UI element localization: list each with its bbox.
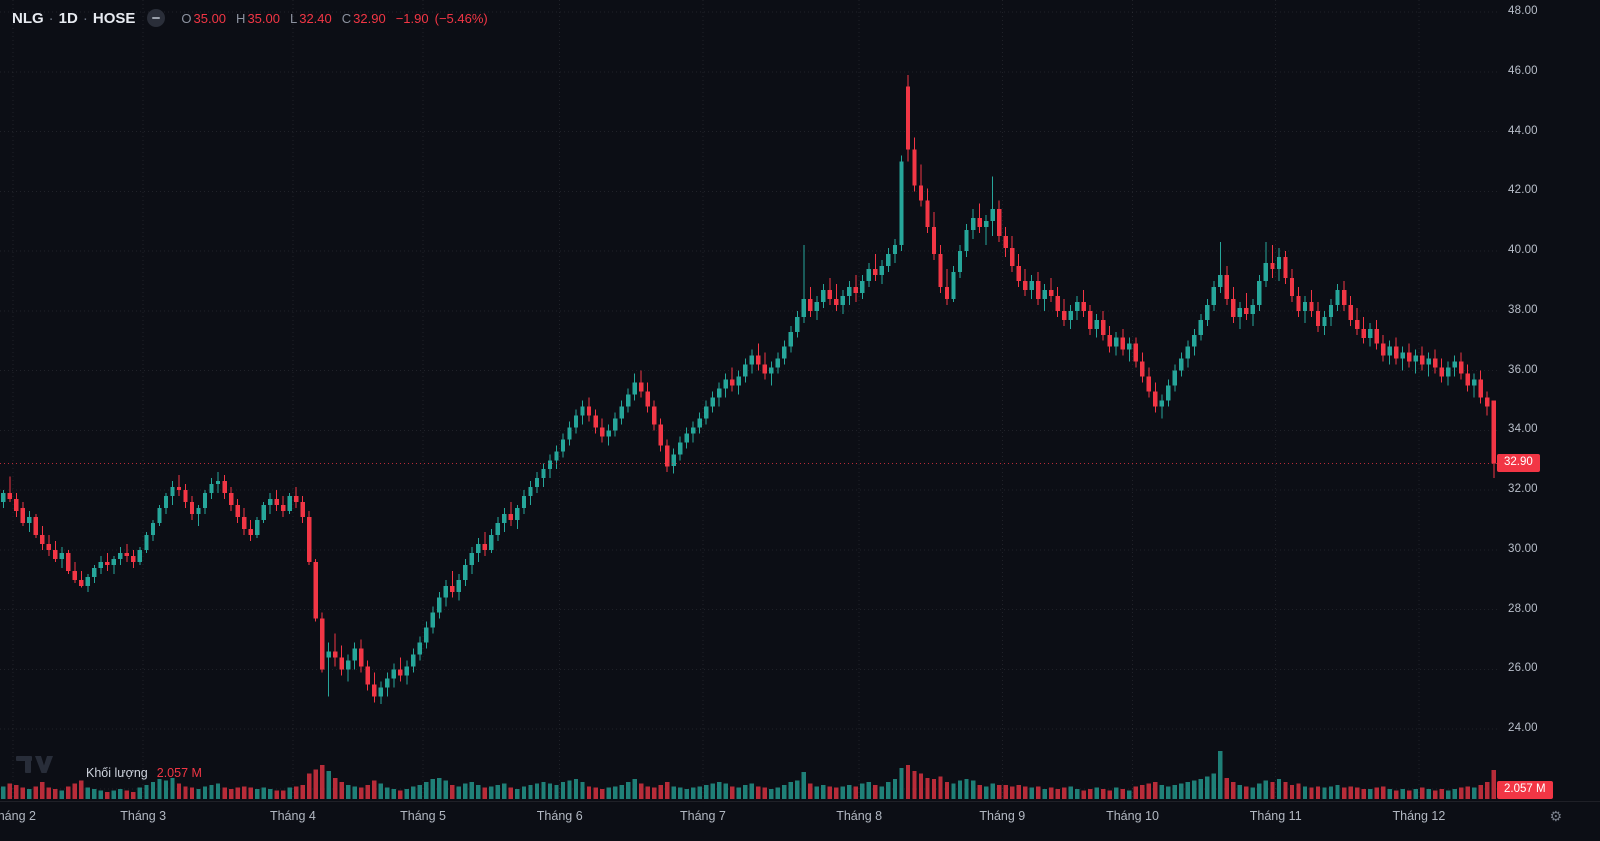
interval-label: 1D (58, 9, 78, 27)
price-axis[interactable]: 32.90 2.057 M 48.00 46.00 44.00 42.00 40.00 3… (1497, 0, 1600, 801)
close-value: 32.90 (353, 10, 386, 26)
time-axis-label: Tháng 4 (269, 809, 316, 823)
time-axis[interactable]: ⚙ Tháng 2 Tháng 3 Tháng 4 Tháng 5 Tháng 6 Thá… (0, 801, 1600, 841)
tradingview-watermark-icon (16, 756, 56, 783)
price-axis-label: 48.00 (1508, 5, 1538, 17)
volume-legend: Khối lượng 2.057 M (86, 766, 202, 780)
legend-toggle-button[interactable] (147, 9, 166, 27)
time-axis-settings-icon[interactable]: ⚙ (1549, 808, 1562, 824)
high-label: H (236, 10, 246, 26)
candles (1, 74, 1496, 704)
price-axis-label: 38.00 (1508, 303, 1538, 316)
price-axis-label: 34.00 (1508, 423, 1538, 436)
legend-separator: · (48, 9, 54, 27)
legend: NLG · 1D · HOSE O 35.00 H 35.00 L 32.40 C 32… (12, 9, 488, 27)
open-value: 35.00 (193, 10, 227, 26)
time-axis-label: Tháng 6 (536, 809, 583, 823)
price-axis-label: 44.00 (1508, 124, 1538, 137)
price-axis-label: 30.00 (1508, 542, 1538, 555)
time-axis-label: Tháng 12 (1392, 809, 1446, 823)
volume-label: Khối lượng (86, 766, 148, 780)
last-price-badge: 32.90 (1497, 454, 1540, 473)
close-label: C (341, 10, 352, 26)
minus-icon (152, 17, 161, 19)
low-value: 32.40 (299, 10, 332, 26)
time-axis-label: Tháng 10 (1106, 809, 1159, 823)
time-axis-label: Tháng 9 (979, 809, 1026, 823)
legend-separator: · (82, 9, 88, 27)
change-value: −1.90 (395, 10, 429, 26)
volume-value: 2.057 M (156, 766, 202, 780)
high-value: 35.00 (247, 10, 280, 26)
price-axis-label: 26.00 (1508, 662, 1538, 675)
time-axis-label: Tháng 5 (400, 809, 446, 823)
time-axis-label: Tháng 3 (120, 809, 167, 823)
time-axis-label: Tháng 8 (836, 809, 883, 823)
ohlc-readout: O 35.00 H 35.00 L 32.40 C 32.90 −1.90 (−5.46… (181, 11, 487, 26)
time-axis-label: Tháng 2 (0, 809, 36, 823)
price-axis-label: 40.00 (1508, 244, 1538, 257)
price-axis-label: 36.00 (1508, 363, 1538, 376)
price-axis-label: 24.00 (1508, 722, 1538, 735)
time-axis-label: Tháng 7 (680, 809, 726, 823)
volume-badge: 2.057 M (1497, 781, 1553, 799)
change-percent: (−5.46%) (434, 10, 488, 26)
price-axis-label: 32.00 (1508, 483, 1538, 496)
open-label: O (181, 10, 192, 26)
price-axis-label: 28.00 (1508, 602, 1538, 615)
price-axis-label: 46.00 (1508, 64, 1538, 77)
volume-bars (1, 751, 1496, 799)
time-axis-label: Tháng 11 (1249, 809, 1302, 823)
low-label: L (289, 10, 298, 26)
symbol-name: NLG (12, 9, 44, 27)
price-axis-label: 42.00 (1508, 184, 1538, 197)
exchange-label: HOSE (92, 9, 136, 27)
symbol-legend[interactable]: NLG · 1D · HOSE (12, 10, 135, 27)
grid (0, 0, 1497, 800)
